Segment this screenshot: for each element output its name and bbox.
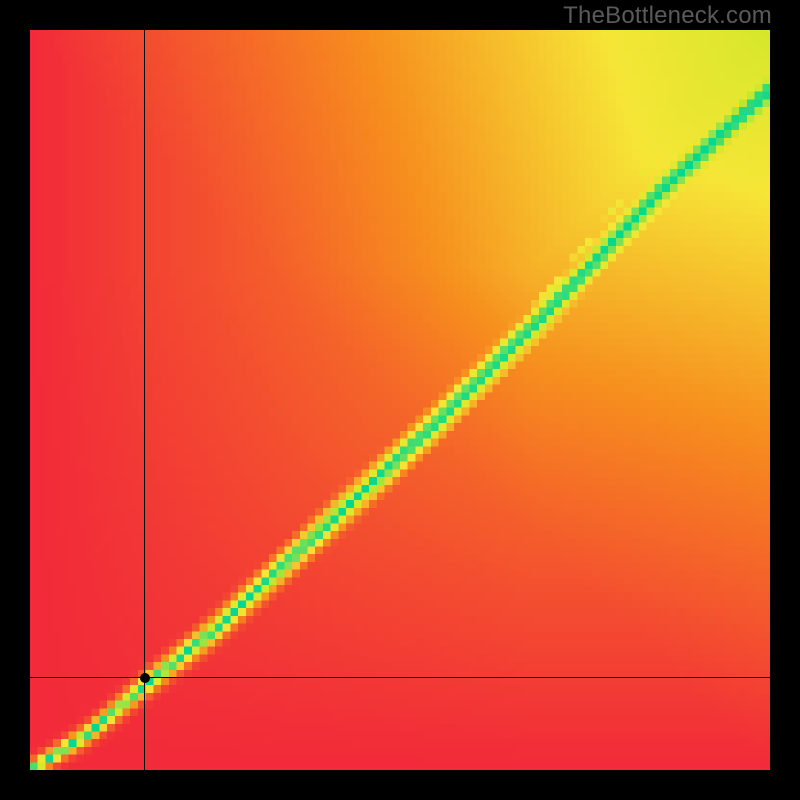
- heatmap-canvas: [30, 30, 770, 770]
- watermark-text: TheBottleneck.com: [563, 2, 772, 30]
- heatmap-plot: [30, 30, 770, 770]
